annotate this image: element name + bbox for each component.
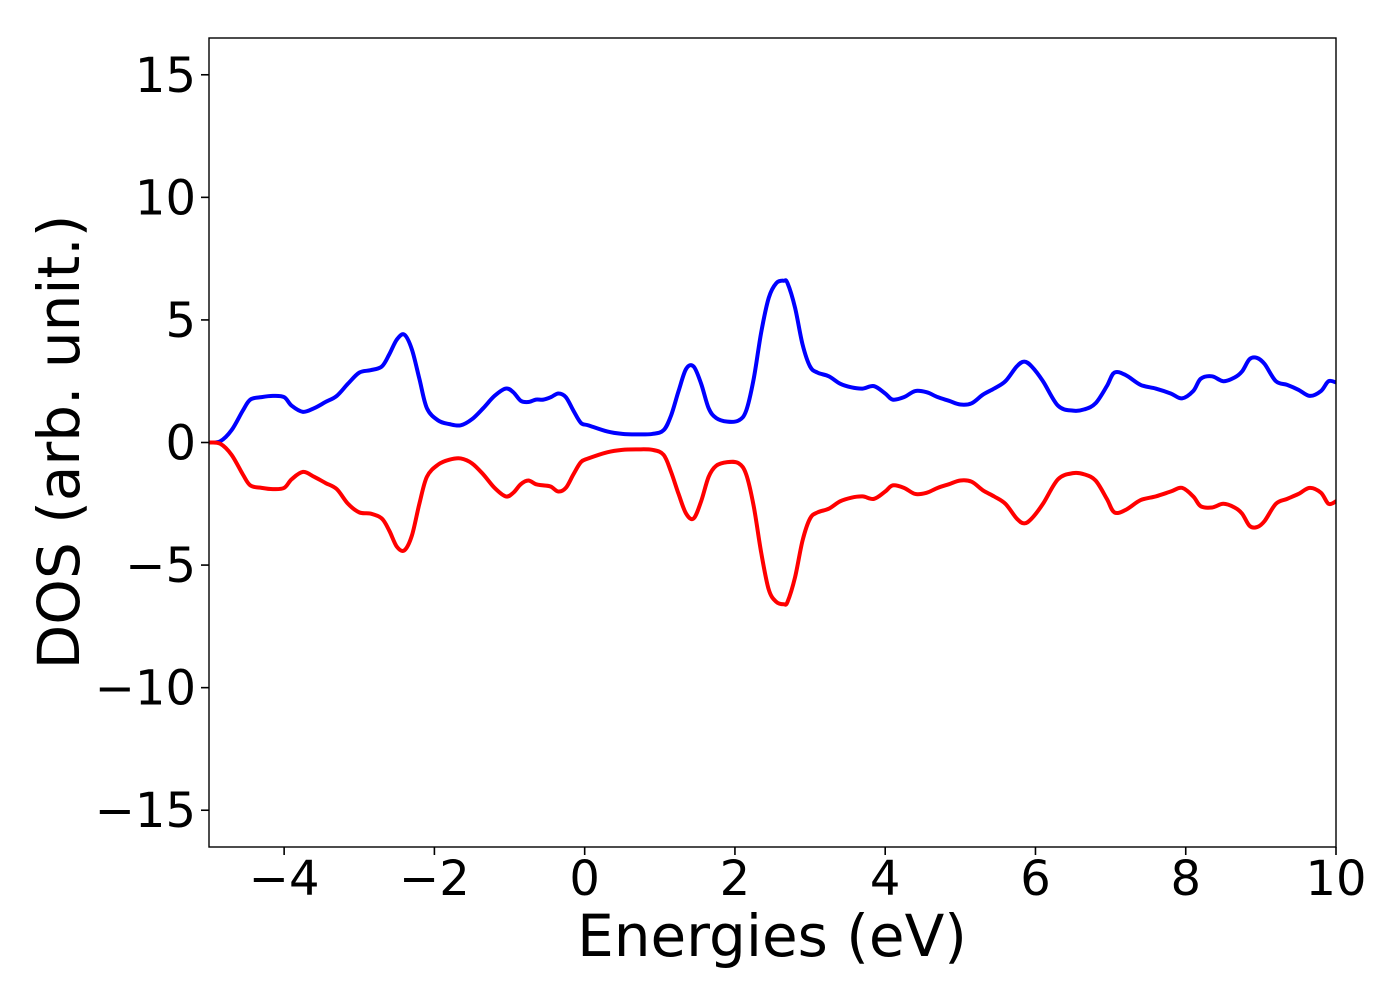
y-tick-label: −5 <box>125 538 196 594</box>
x-axis-ticks: −4 −2 0 2 4 6 8 10 <box>249 847 1367 907</box>
x-tick-label: 8 <box>1170 851 1201 907</box>
x-tick-label: 2 <box>720 851 751 907</box>
y-tick-label: −15 <box>95 783 196 839</box>
y-tick-label: −10 <box>95 661 196 717</box>
y-tick-label: 5 <box>165 293 196 349</box>
x-tick-label: 0 <box>569 851 600 907</box>
x-tick-label: −4 <box>249 851 320 907</box>
series-layer <box>209 278 1336 607</box>
y-axis-label: DOS (arb. unit.) <box>25 215 93 670</box>
y-axis-ticks: 15 10 5 0 −5 −10 −15 <box>95 48 209 839</box>
series-line-up <box>209 278 1336 445</box>
y-tick-label: 0 <box>165 416 196 472</box>
x-tick-label: −2 <box>399 851 470 907</box>
y-tick-label: 10 <box>135 170 196 226</box>
x-tick-label: 6 <box>1020 851 1051 907</box>
x-axis-label: Energies (eV) <box>577 902 967 970</box>
x-tick-label: 10 <box>1305 851 1366 907</box>
x-tick-label: 4 <box>870 851 901 907</box>
plot-frame <box>208 37 1337 848</box>
series-line-down <box>209 440 1336 607</box>
y-tick-label: 15 <box>135 48 196 104</box>
